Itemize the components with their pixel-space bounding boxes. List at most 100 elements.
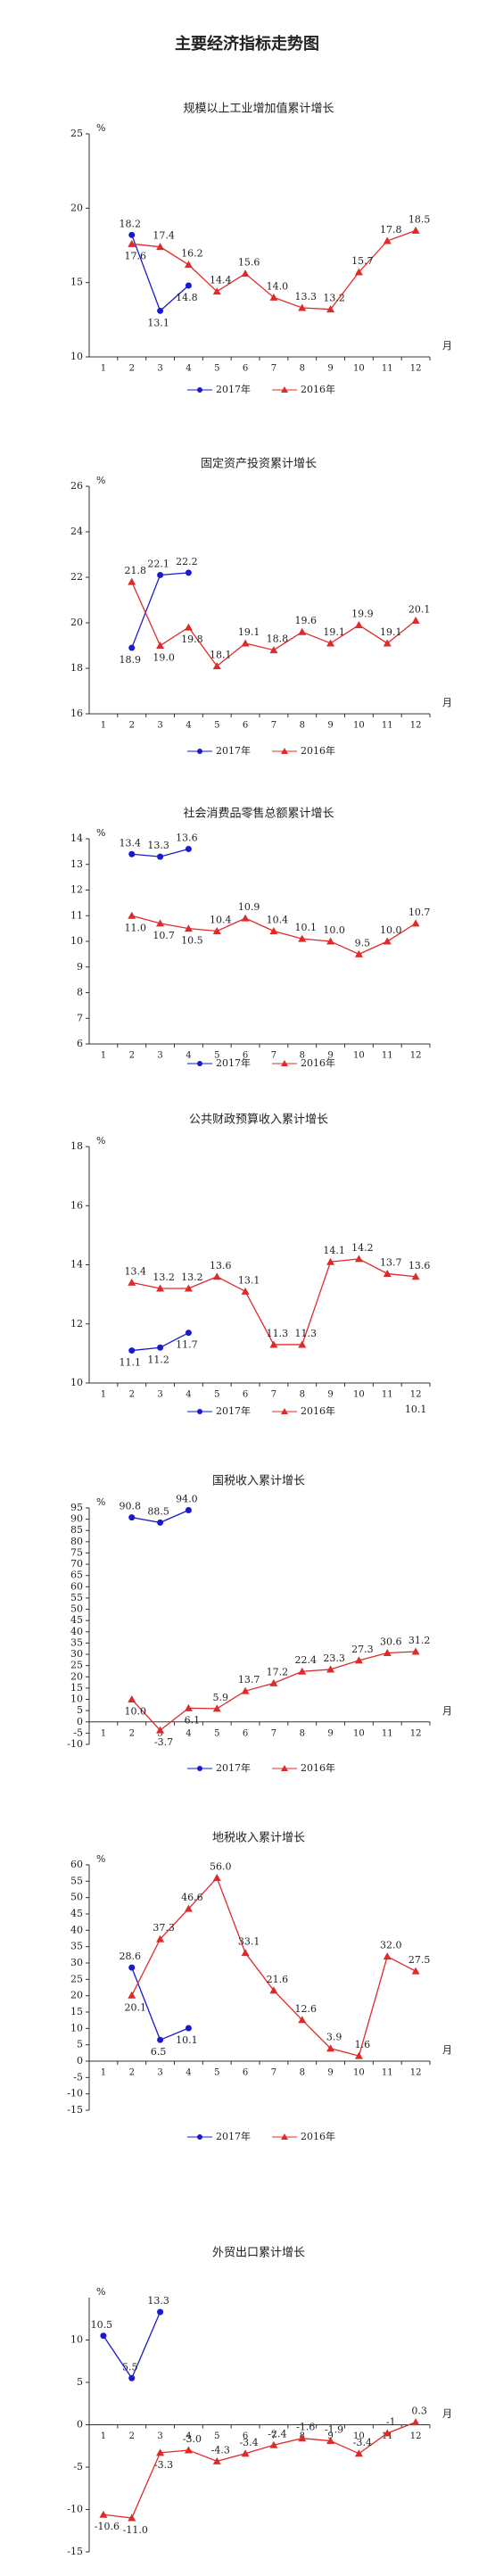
data-label: 10.1: [295, 922, 318, 933]
point: [298, 1340, 307, 1348]
data-label: 33.1: [238, 1936, 260, 1948]
data-label: -3.4: [239, 2437, 258, 2448]
point: [326, 639, 335, 647]
y-axis-label: %: [96, 475, 105, 486]
point: [184, 1703, 193, 1711]
y-tick-label: 0: [77, 1716, 83, 1727]
point: [157, 2036, 164, 2043]
y-tick-label: 20: [70, 617, 83, 628]
data-label: 15.6: [238, 257, 260, 269]
y-axis-label: %: [96, 122, 105, 134]
x-tick-label: 2: [129, 2431, 135, 2441]
point: [157, 571, 164, 578]
x-tick-label: 1: [101, 1390, 106, 1400]
data-label: 13.6: [176, 832, 198, 844]
y-tick-label: 11: [70, 909, 83, 921]
data-label: 14.1: [323, 1245, 345, 1256]
x-tick-label: 5: [214, 364, 219, 374]
data-label: 14.8: [176, 292, 198, 303]
point: [128, 1514, 136, 1521]
y-tick-label: 60: [70, 1580, 83, 1592]
legend-marker: [281, 1765, 288, 1771]
data-label: 10.7: [408, 907, 431, 918]
point: [269, 646, 278, 654]
point: [185, 846, 192, 852]
data-label: 16.2: [181, 248, 203, 260]
data-label: 9.5: [355, 937, 371, 948]
y-axis-label: %: [96, 1496, 105, 1508]
point: [185, 1329, 192, 1337]
x-tick-label: 2: [129, 1728, 135, 1738]
point: [298, 934, 307, 942]
x-tick-label: 11: [382, 1390, 393, 1400]
data-label: 18.5: [408, 213, 431, 225]
point: [185, 1507, 192, 1514]
point: [411, 1967, 420, 1975]
y-tick-label: 9: [77, 961, 83, 973]
point: [298, 627, 307, 635]
y-tick-label: 5: [77, 1704, 83, 1716]
x-tick-label: 7: [271, 1728, 276, 1738]
point: [184, 1904, 193, 1912]
point: [212, 287, 221, 295]
y-tick-label: -5: [73, 2461, 83, 2472]
y-tick-label: 5: [77, 2039, 83, 2050]
y-tick-label: 35: [70, 1636, 83, 1648]
data-label: 13.4: [120, 837, 142, 849]
data-label: 13.3: [295, 291, 318, 302]
x-tick-label: 1: [101, 1728, 106, 1738]
point: [411, 1647, 420, 1655]
point: [269, 1678, 278, 1686]
point: [157, 1344, 164, 1351]
point: [156, 1934, 165, 1942]
x-tick-label: 8: [300, 2068, 305, 2078]
series-line: [131, 1651, 417, 1731]
y-tick-label: 14: [70, 832, 83, 844]
x-tick-label: 4: [186, 721, 191, 731]
data-label: 17.8: [380, 224, 402, 236]
data-label: 11.2: [147, 1354, 169, 1365]
x-tick-label: 9: [327, 1728, 333, 1738]
data-label: 20.1: [125, 2001, 147, 2013]
y-tick-label: 10: [70, 1377, 83, 1388]
point: [383, 1269, 392, 1277]
legend-label: 2017年: [216, 744, 251, 757]
data-label: 6.5: [151, 2046, 167, 2058]
point: [411, 2418, 420, 2426]
data-label: 13.2: [323, 293, 345, 304]
data-label: 37.3: [153, 1922, 175, 1934]
data-label: 15.7: [351, 255, 374, 267]
data-label: 31.2: [408, 1635, 431, 1646]
point: [128, 1964, 136, 1971]
point: [241, 914, 250, 922]
legend-marker: [281, 1060, 288, 1066]
x-tick-label: 9: [327, 721, 333, 731]
legend-label: 2017年: [216, 383, 251, 395]
data-label: 90.8: [120, 1501, 142, 1512]
x-tick-label: 5: [214, 1728, 219, 1738]
y-tick-label: 20: [70, 1990, 83, 2001]
y-tick-label: -10: [67, 2088, 83, 2100]
x-tick-label: 9: [327, 1390, 333, 1400]
chart-title: 国税收入累计增长: [212, 1475, 305, 1488]
point: [156, 243, 165, 251]
data-label: 32.0: [380, 1940, 402, 1951]
x-tick-label: 5: [214, 2068, 219, 2078]
data-label: 0.3: [411, 2406, 427, 2417]
data-label: 22.4: [295, 1654, 318, 1666]
x-tick-label: 8: [300, 1051, 305, 1061]
data-label: 21.8: [125, 565, 147, 576]
data-label: 11.3: [267, 1328, 289, 1339]
point: [184, 1284, 193, 1292]
x-tick-label: 11: [382, 1728, 393, 1738]
point: [269, 1340, 278, 1348]
y-tick-label: 8: [77, 987, 83, 998]
data-label: 10.4: [210, 915, 232, 926]
data-label: 18.9: [120, 654, 142, 666]
data-label: 10.5: [181, 935, 203, 947]
x-tick-label: 2: [129, 1390, 135, 1400]
y-tick-label: 10: [70, 2334, 83, 2346]
x-tick-label: 11: [382, 2068, 393, 2078]
y-tick-label: -5: [73, 2071, 83, 2083]
point: [100, 2332, 107, 2340]
